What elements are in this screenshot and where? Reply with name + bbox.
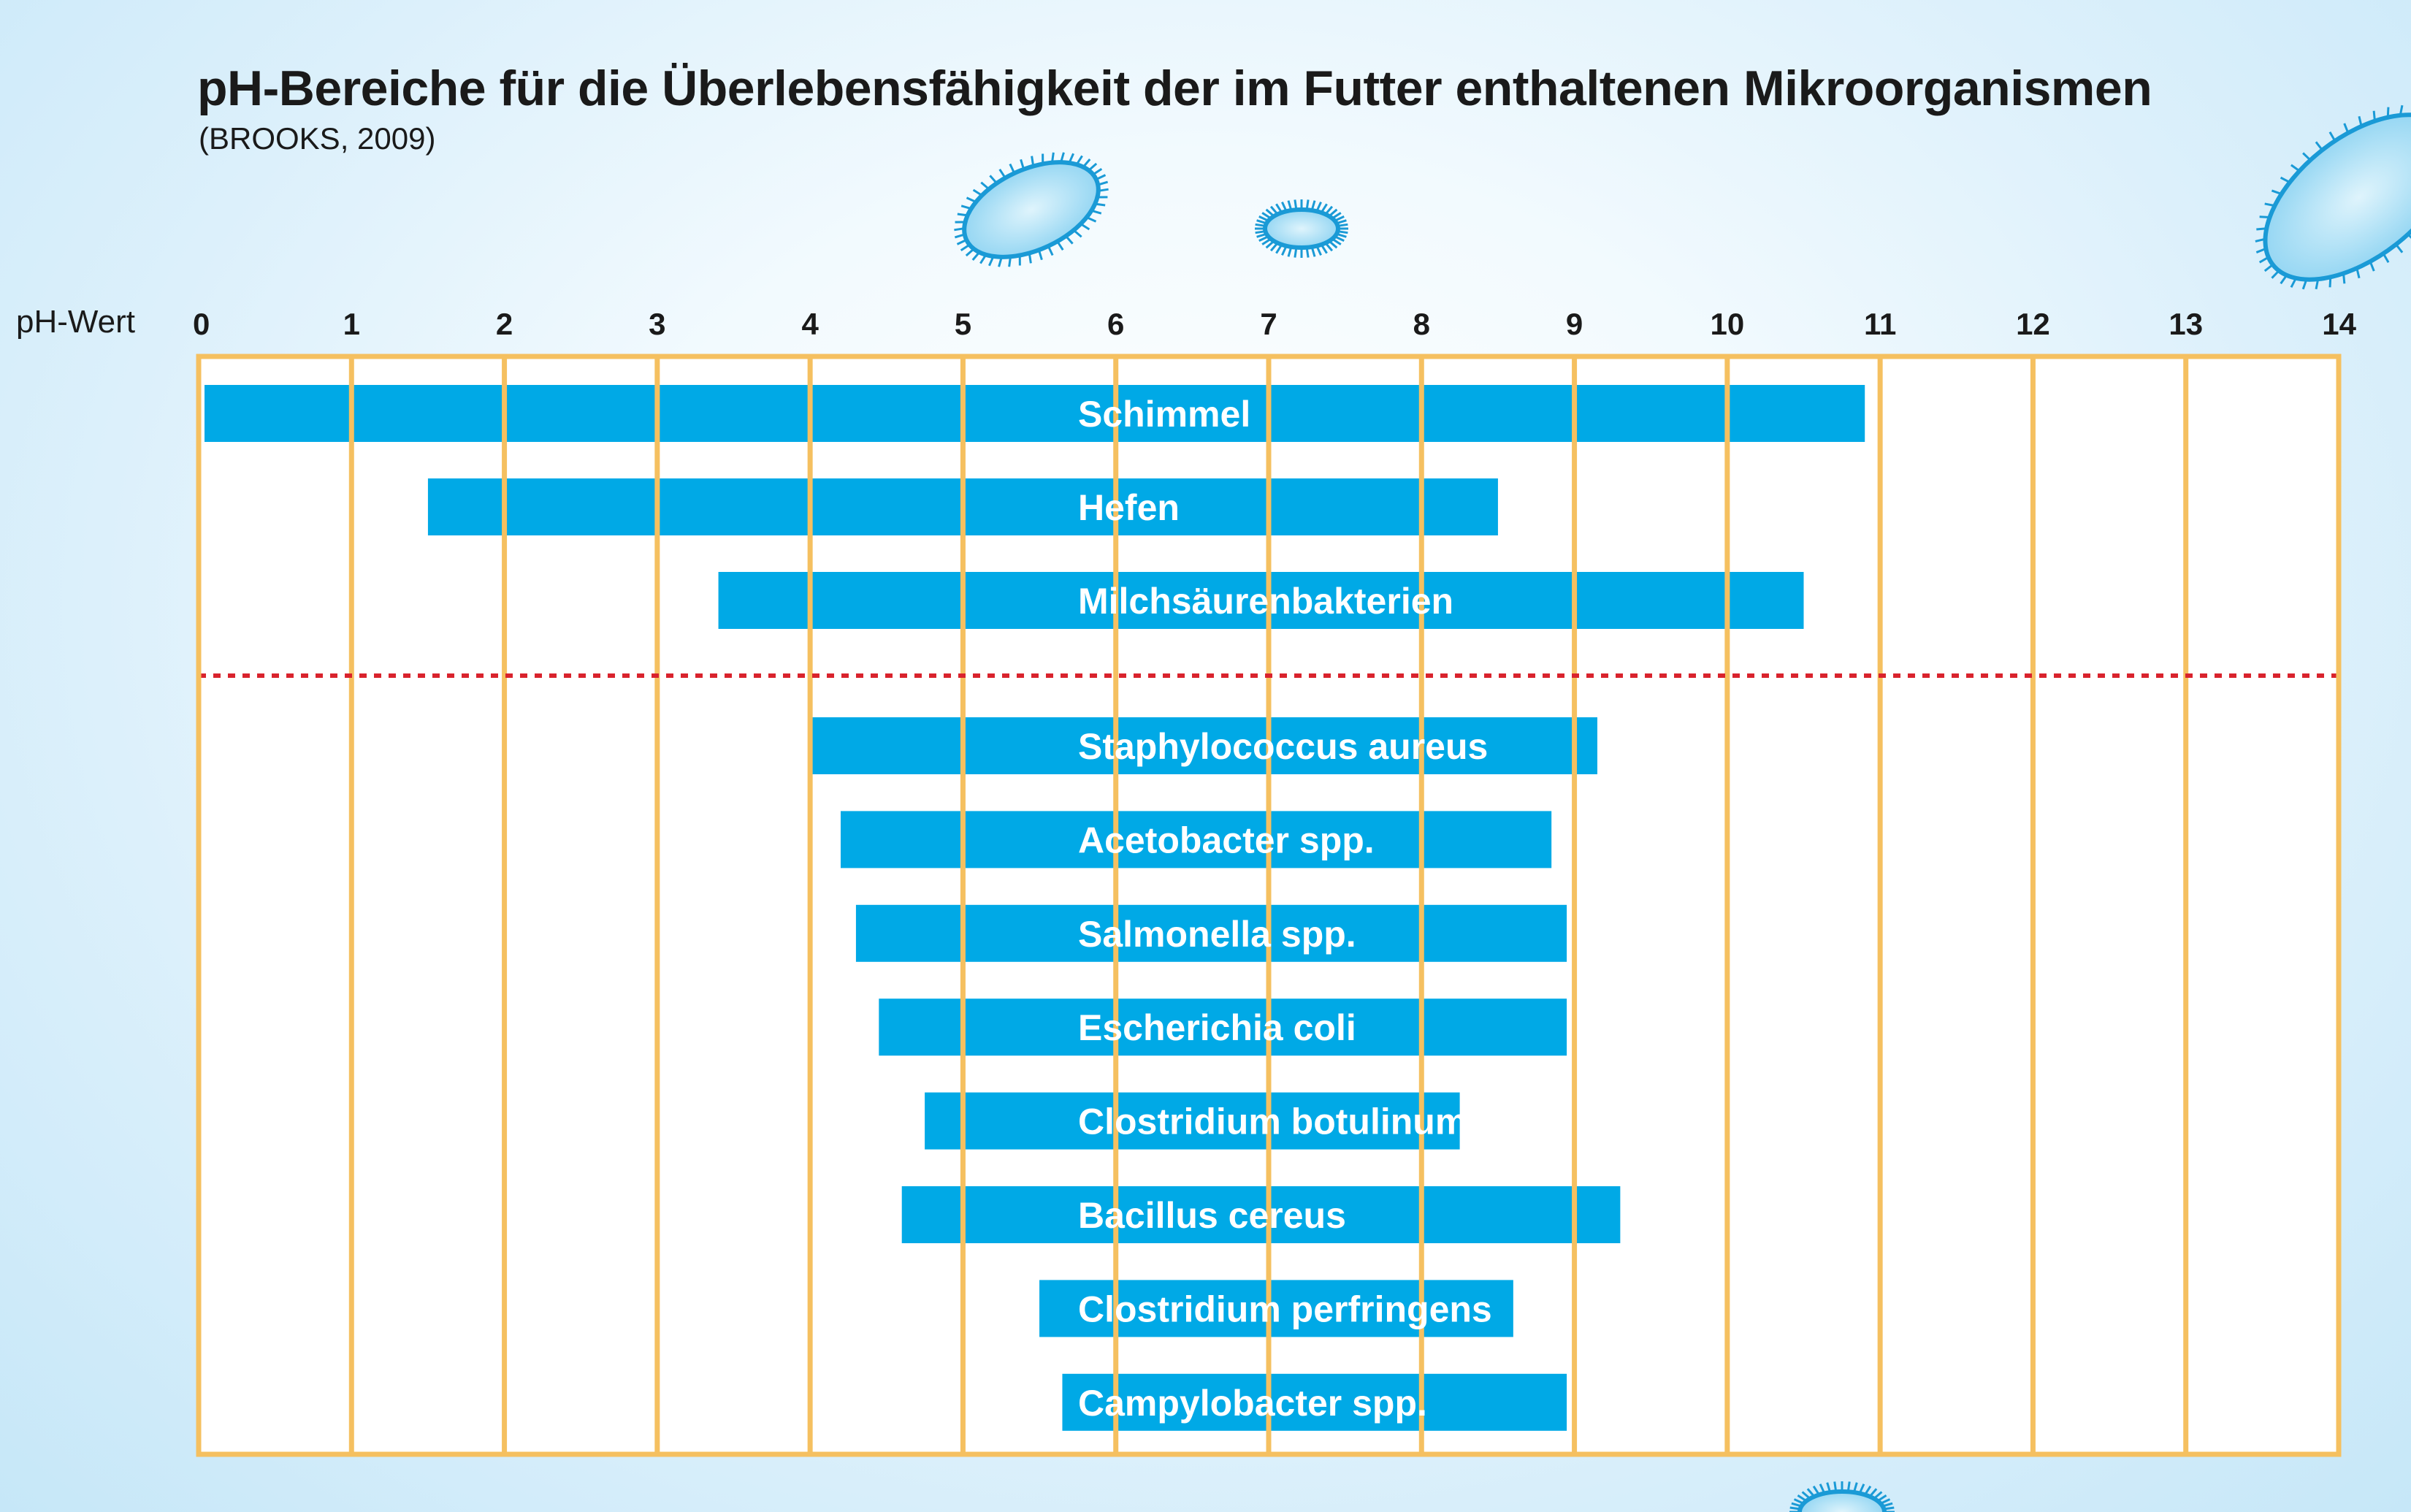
x-tick-label: 9 xyxy=(1566,307,1583,341)
microbe-icon xyxy=(954,152,1109,267)
bar-label: Clostridium perfringens xyxy=(1078,1288,1492,1329)
bar-label: Clostridium botulinum xyxy=(1078,1101,1467,1142)
chart-title: pH-Bereiche für die Überlebensfähigkeit … xyxy=(197,61,2152,116)
x-axis-label: pH-Wert xyxy=(16,304,135,340)
bar xyxy=(879,999,1567,1056)
x-tick-label: 4 xyxy=(801,307,819,341)
bar-label: Salmonella spp. xyxy=(1078,914,1356,955)
x-tick-label: 14 xyxy=(2322,307,2356,341)
x-tick-label: 5 xyxy=(955,307,971,341)
microbe-decorations xyxy=(954,104,2411,1512)
microbe-icon xyxy=(2255,104,2411,290)
x-tick-label: 7 xyxy=(1260,307,1277,341)
bar xyxy=(925,1092,1460,1150)
x-tick-label: 10 xyxy=(1710,307,1744,341)
tick-label-group: 0 1 2 3 4 5 6 7 8 9 10 11 12 13 14 xyxy=(193,307,2357,341)
bar xyxy=(901,1186,1621,1243)
bar-label: Schimmel xyxy=(1078,394,1250,435)
x-tick-label: 11 xyxy=(1864,307,1896,341)
x-tick-label: 12 xyxy=(2016,307,2050,341)
bar-label: Acetobacter spp. xyxy=(1078,820,1375,860)
bar xyxy=(810,717,1597,774)
x-tick-label: 0 xyxy=(193,307,210,341)
bar-label: Bacillus cereus xyxy=(1078,1195,1346,1236)
chart-subtitle: (BROOKS, 2009) xyxy=(199,121,436,156)
bar xyxy=(205,385,1865,442)
bar xyxy=(1062,1373,1567,1431)
bar-label: Hefen xyxy=(1078,487,1180,528)
microbe-icon xyxy=(1789,1481,1895,1512)
x-tick-label: 3 xyxy=(649,307,665,341)
bar-label: Campylobacter spp. xyxy=(1078,1383,1427,1424)
bar-label-group: Schimmel Hefen Milchsäurenbakterien Staphyl… xyxy=(1078,394,1492,1424)
microbe-icon xyxy=(1255,199,1348,258)
bar-label: Milchsäurenbakterien xyxy=(1078,581,1453,622)
bar xyxy=(855,904,1567,962)
x-tick-label: 1 xyxy=(343,307,360,341)
bar xyxy=(718,572,1804,629)
x-tick-label: 8 xyxy=(1413,307,1430,341)
x-tick-label: 2 xyxy=(496,307,513,341)
x-tick-label: 13 xyxy=(2169,307,2203,341)
plot-frame xyxy=(196,354,2342,1457)
x-tick-label: 6 xyxy=(1107,307,1124,341)
bar-label: Escherichia coli xyxy=(1078,1007,1356,1048)
grid-lines xyxy=(348,356,2189,1454)
bar xyxy=(841,811,1552,868)
bar-label: Staphylococcus aureus xyxy=(1078,726,1488,767)
